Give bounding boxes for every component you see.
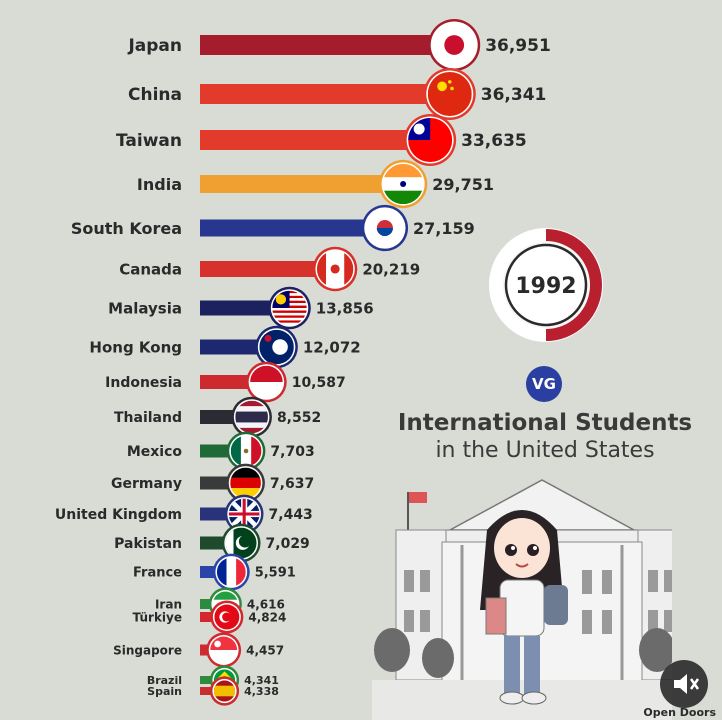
value-label: 4,341 bbox=[244, 674, 279, 687]
category-label: Pakistan bbox=[114, 536, 182, 552]
flag-india-icon bbox=[379, 159, 428, 209]
mute-button[interactable] bbox=[660, 660, 708, 708]
value-label: 7,637 bbox=[270, 476, 314, 492]
flag-france-icon bbox=[212, 553, 250, 591]
bar-canada bbox=[200, 261, 347, 277]
bar-india bbox=[200, 175, 416, 193]
university-student-illustration bbox=[372, 470, 672, 720]
year-label: 1992 bbox=[515, 274, 576, 299]
value-label: 29,751 bbox=[432, 175, 494, 194]
flag-china-icon bbox=[423, 68, 476, 120]
category-label: Malaysia bbox=[108, 299, 182, 317]
flag-united-kingdom-icon bbox=[224, 494, 264, 534]
category-label: Brazil bbox=[147, 674, 182, 687]
category-label: Iran bbox=[155, 597, 182, 611]
category-label: Germany bbox=[111, 476, 182, 492]
value-label: 7,443 bbox=[269, 507, 313, 523]
value-label: 4,616 bbox=[247, 597, 285, 611]
value-label: 4,338 bbox=[244, 685, 279, 698]
year-ring-inner bbox=[504, 243, 588, 327]
chart-subtitle: in the United States bbox=[435, 438, 655, 463]
source-note: Open Doors bbox=[643, 706, 716, 719]
category-label: China bbox=[128, 85, 182, 105]
category-label: India bbox=[137, 175, 182, 194]
flag-hong-kong-icon bbox=[255, 325, 298, 369]
flag-germany-icon bbox=[226, 463, 265, 503]
bar-japan bbox=[200, 35, 468, 55]
flag-south-korea-icon bbox=[361, 204, 409, 252]
year-progress-ring: 1992 bbox=[489, 228, 603, 342]
value-label: 7,029 bbox=[266, 536, 310, 552]
flag-canada-icon bbox=[312, 246, 358, 292]
category-label: Thailand bbox=[114, 410, 182, 426]
value-label: 7,703 bbox=[270, 444, 314, 460]
year-ring-arc bbox=[545, 229, 602, 341]
category-label: South Korea bbox=[71, 219, 182, 238]
value-label: 5,591 bbox=[255, 566, 296, 581]
value-label: 27,159 bbox=[413, 219, 475, 238]
category-label: Japan bbox=[127, 36, 182, 56]
category-label: Spain bbox=[147, 685, 182, 698]
category-label: Indonesia bbox=[105, 375, 182, 391]
category-label: United Kingdom bbox=[55, 507, 182, 523]
flag-malaysia-icon bbox=[268, 286, 311, 330]
flag-indonesia-icon bbox=[246, 361, 287, 403]
category-label: Türkiye bbox=[132, 610, 182, 624]
vg-logo: VG bbox=[526, 366, 562, 402]
flag-mexico-icon bbox=[226, 431, 266, 471]
flag-spain-icon bbox=[209, 676, 240, 706]
value-label: 36,341 bbox=[481, 85, 547, 105]
flag-japan-icon bbox=[428, 19, 481, 71]
speaker-muted-icon bbox=[674, 674, 700, 694]
category-label: Hong Kong bbox=[89, 338, 182, 356]
value-label: 20,219 bbox=[362, 260, 420, 278]
value-label: 4,824 bbox=[248, 610, 286, 624]
value-label: 4,457 bbox=[246, 643, 284, 657]
category-label: Singapore bbox=[113, 643, 182, 657]
bar-taiwan bbox=[200, 130, 444, 150]
value-label: 10,587 bbox=[292, 375, 346, 391]
value-label: 36,951 bbox=[485, 36, 551, 56]
category-label: Mexico bbox=[127, 444, 183, 460]
flag-thailand-icon bbox=[231, 396, 272, 438]
value-label: 33,635 bbox=[461, 131, 527, 151]
value-label: 8,552 bbox=[277, 410, 321, 426]
flag-turkiye-icon bbox=[210, 600, 244, 634]
category-label: Canada bbox=[119, 260, 182, 278]
bar-south-korea bbox=[200, 219, 397, 237]
chart-title: International Students bbox=[397, 410, 693, 436]
value-label: 12,072 bbox=[303, 338, 361, 356]
flag-pakistan-icon bbox=[221, 523, 261, 563]
category-label: Taiwan bbox=[116, 131, 182, 151]
bar-china bbox=[200, 84, 464, 104]
flag-singapore-icon bbox=[206, 632, 242, 668]
value-label: 13,856 bbox=[316, 299, 374, 317]
category-label: France bbox=[133, 566, 182, 581]
flag-taiwan-icon bbox=[404, 114, 457, 166]
